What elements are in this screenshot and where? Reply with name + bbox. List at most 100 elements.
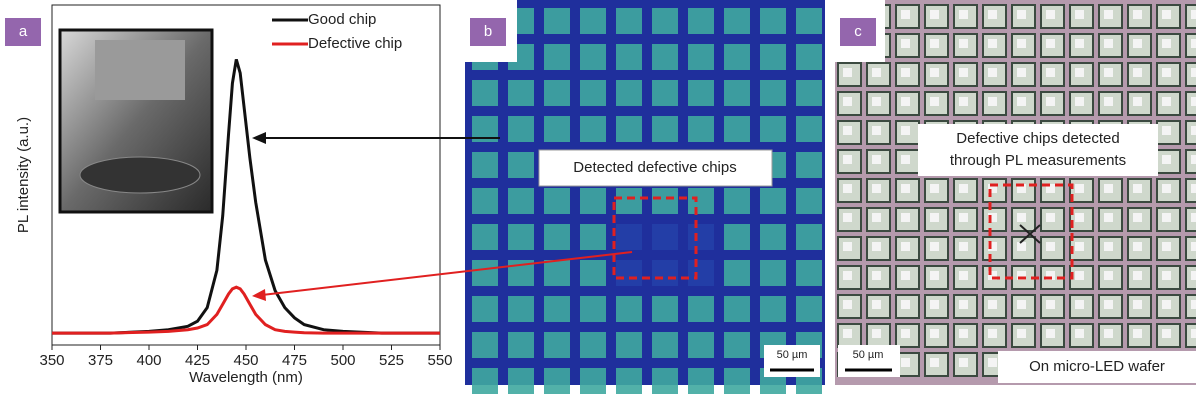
chip-pad [1191, 329, 1196, 338]
chip-pad [959, 242, 968, 251]
chip [544, 332, 570, 358]
x-axis-label: Wavelength (nm) [189, 369, 303, 386]
chip-pad [959, 184, 968, 193]
chip-pad [901, 10, 910, 19]
chip [616, 296, 642, 322]
chip [472, 260, 498, 286]
chip-pad [1162, 184, 1171, 193]
chip [580, 116, 606, 142]
chip [544, 80, 570, 106]
chip [652, 296, 678, 322]
chip-pad [843, 126, 852, 135]
chip [472, 224, 498, 250]
chip-pad [1017, 68, 1026, 77]
chip-pad [901, 126, 910, 135]
x-tick-label: 425 [185, 352, 210, 369]
chip-pad [1133, 68, 1142, 77]
chip [472, 332, 498, 358]
chip [616, 188, 642, 214]
chip-pad [872, 97, 881, 106]
chip-pad [930, 97, 939, 106]
chip [688, 80, 714, 106]
chip [544, 44, 570, 70]
chip-pad [843, 97, 852, 106]
chip-pad [1191, 126, 1196, 135]
chip [652, 368, 678, 394]
chip-pad [1017, 300, 1026, 309]
chip-pad [959, 329, 968, 338]
panel-label: c [854, 23, 862, 40]
chip [472, 152, 498, 178]
chip [688, 332, 714, 358]
chip [508, 152, 534, 178]
chip-pad [930, 300, 939, 309]
chip-pad [872, 126, 881, 135]
chip [652, 44, 678, 70]
chip [472, 296, 498, 322]
chip-pad [1017, 97, 1026, 106]
chip-pad [959, 300, 968, 309]
chip-pad [901, 39, 910, 48]
chip [688, 368, 714, 394]
chip [580, 332, 606, 358]
chip-pad [901, 242, 910, 251]
chip-pad [1075, 271, 1084, 280]
chip [796, 152, 822, 178]
photo-detail [95, 40, 185, 100]
chip-pad [843, 271, 852, 280]
chip-pad [843, 155, 852, 164]
chip [508, 332, 534, 358]
chip [688, 224, 714, 250]
chip-pad [1104, 68, 1113, 77]
chip [508, 80, 534, 106]
chip [652, 8, 678, 34]
chip-pad [988, 39, 997, 48]
chip [652, 260, 678, 286]
chip [652, 224, 678, 250]
chip [796, 188, 822, 214]
chip [580, 44, 606, 70]
chip-pad [901, 97, 910, 106]
chip [724, 224, 750, 250]
chip-pad [1046, 329, 1055, 338]
chip-pad [1191, 300, 1196, 309]
chip [688, 188, 714, 214]
chip-pad [1017, 242, 1026, 251]
chip-pad [988, 300, 997, 309]
chip-pad [1162, 213, 1171, 222]
figure: Wavelength (nm) PL intensity (a.u.) 3503… [0, 0, 1196, 401]
chip-pad [930, 271, 939, 280]
chip-pad [988, 329, 997, 338]
chip-pad [901, 271, 910, 280]
chip [796, 224, 822, 250]
chip-pad [1133, 39, 1142, 48]
chip [616, 8, 642, 34]
chip-pad [1046, 242, 1055, 251]
chip [724, 188, 750, 214]
chip-pad [1046, 39, 1055, 48]
legend-label: Defective chip [308, 35, 402, 52]
chip-pad [1075, 97, 1084, 106]
chip [760, 260, 786, 286]
chip-pad [1017, 329, 1026, 338]
chip [760, 296, 786, 322]
chip-pad [1046, 10, 1055, 19]
chip-pad [1075, 329, 1084, 338]
chip-pad [1075, 300, 1084, 309]
chip-pad [959, 358, 968, 367]
chip-pad [1133, 271, 1142, 280]
chip-pad [930, 329, 939, 338]
chip-pad [1017, 213, 1026, 222]
chip-pad [1104, 213, 1113, 222]
chip [760, 188, 786, 214]
chip [724, 116, 750, 142]
chip-pad [901, 68, 910, 77]
chip-pad [872, 213, 881, 222]
chip-pad [843, 184, 852, 193]
chip-pad [1162, 271, 1171, 280]
chip [688, 116, 714, 142]
chip-pad [1133, 213, 1142, 222]
chip-pad [872, 242, 881, 251]
chip-pad [1191, 68, 1196, 77]
